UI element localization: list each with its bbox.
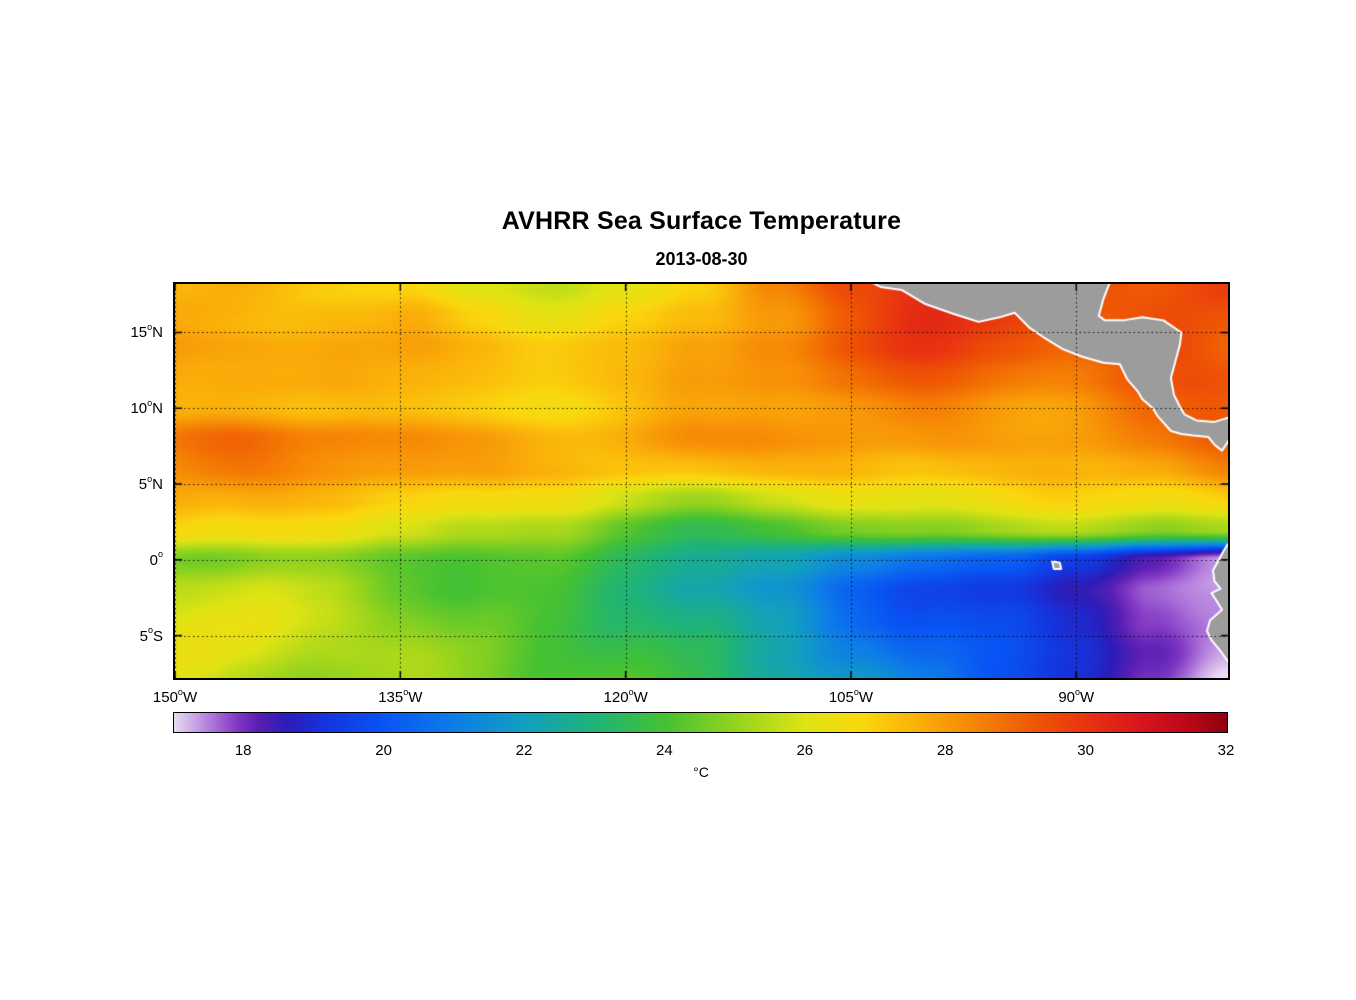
colorbar-gradient: [173, 712, 1228, 733]
lon-tick-label: 135oW: [378, 686, 423, 706]
lat-tick-label: 10oN: [130, 397, 163, 418]
chart-subtitle: 2013-08-30: [655, 249, 748, 269]
lat-tick-label: 5oS: [139, 625, 163, 645]
sst-heatmap-canvas: [175, 284, 1228, 678]
colorbar-tick-label: 18: [234, 742, 252, 759]
colorbar-tick-label: 30: [1077, 742, 1094, 759]
colorbar-tick-label: 28: [936, 742, 954, 759]
lon-tick-label: 120oW: [603, 686, 648, 706]
colorbar-tick-label: 22: [515, 742, 533, 759]
lon-tick-label: 105oW: [828, 686, 874, 706]
colorbar-ticks: 18 20 22 24 26 28 30 32: [173, 733, 1235, 761]
title-block: AVHRR Sea Surface Temperature 2013-08-30: [175, 207, 1228, 270]
lon-tick-label: 150oW: [152, 686, 198, 706]
colorbar-tick-label: 20: [375, 742, 392, 759]
chart-title: AVHRR Sea Surface Temperature: [501, 207, 902, 235]
lat-tick-label: 0o: [149, 549, 163, 569]
colorbar-tick-label: 26: [796, 742, 814, 759]
lon-tick-label: 90oW: [1058, 686, 1095, 706]
map-plot-area: 15oN 10oN 5oN 0o 5oS 150oW 135oW 120oW 105oW 90o…: [130, 282, 1230, 706]
colorbar-units-label: °C: [693, 764, 709, 780]
lat-tick-label: 15oN: [130, 322, 163, 342]
lat-tick-label: 5oN: [138, 473, 163, 494]
colorbar-tick-label: 32: [1217, 742, 1235, 759]
colorbar-tick-label: 24: [656, 742, 673, 759]
colorbar: 18 20 22 24 26 28 30 32 °C: [173, 712, 1235, 780]
